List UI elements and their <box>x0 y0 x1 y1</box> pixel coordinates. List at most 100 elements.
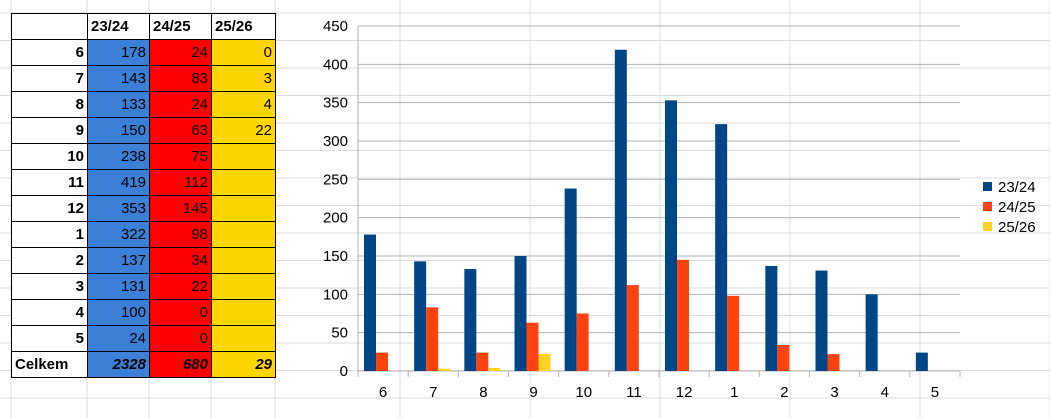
value-cell-25-26[interactable] <box>211 299 276 326</box>
total-cell-24-25[interactable]: 680 <box>149 351 212 378</box>
bar-25-26-8 <box>488 367 501 371</box>
bar-24-25-11 <box>626 285 639 371</box>
total-cell-23-24[interactable]: 2328 <box>87 351 150 378</box>
y-tick-label: 50 <box>331 325 348 342</box>
table-row: 7 143 83 3 <box>11 65 276 92</box>
header-corner-cell[interactable] <box>11 13 88 40</box>
bar-25-26-9 <box>538 354 551 371</box>
value-cell-24-25[interactable]: 145 <box>149 195 212 222</box>
total-row: Celkem 2328 680 29 <box>11 351 276 378</box>
value-cell-23-24[interactable]: 143 <box>87 65 150 92</box>
row-label-cell[interactable]: 9 <box>11 117 88 144</box>
value-cell-24-25[interactable]: 24 <box>149 39 212 66</box>
value-cell-25-26[interactable]: 0 <box>211 39 276 66</box>
x-tick-label: 5 <box>931 384 939 401</box>
row-label-cell[interactable]: 12 <box>11 195 88 222</box>
value-cell-24-25[interactable]: 34 <box>149 247 212 274</box>
value-cell-23-24[interactable]: 322 <box>87 221 150 248</box>
row-label-cell[interactable]: 7 <box>11 65 88 92</box>
value-cell-24-25[interactable]: 0 <box>149 299 212 326</box>
table-row: 8 133 24 4 <box>11 91 276 118</box>
value-cell-24-25[interactable]: 75 <box>149 143 212 170</box>
value-cell-25-26[interactable] <box>211 169 276 196</box>
value-cell-25-26[interactable]: 3 <box>211 65 276 92</box>
column-header-23-24[interactable]: 23/24 <box>87 13 150 40</box>
x-tick-label: 3 <box>830 384 838 401</box>
row-label-cell[interactable]: 2 <box>11 247 88 274</box>
table-row: 6 178 24 0 <box>11 39 276 66</box>
table-row: 4 100 0 <box>11 299 276 326</box>
value-cell-23-24[interactable]: 137 <box>87 247 150 274</box>
value-cell-25-26[interactable] <box>211 143 276 170</box>
bar-24-25-12 <box>677 259 689 371</box>
table-row: 9 150 63 22 <box>11 117 276 144</box>
x-tick-label: 6 <box>379 384 387 401</box>
value-cell-24-25[interactable]: 112 <box>149 169 212 196</box>
bar-24-25-3 <box>827 354 840 371</box>
value-cell-25-26[interactable]: 22 <box>211 117 276 144</box>
value-cell-23-24[interactable]: 353 <box>87 195 150 222</box>
value-cell-25-26[interactable] <box>211 195 276 222</box>
bar-25-26-7 <box>438 368 451 371</box>
value-cell-23-24[interactable]: 131 <box>87 273 150 300</box>
y-tick-label: 300 <box>323 133 348 150</box>
bar-23-24-9 <box>514 256 527 371</box>
column-header-24-25[interactable]: 24/25 <box>149 13 212 40</box>
row-label-cell[interactable]: 1 <box>11 221 88 248</box>
table-row: 12 353 145 <box>11 195 276 222</box>
x-tick-label: 4 <box>881 384 889 401</box>
row-label-cell[interactable]: 4 <box>11 299 88 326</box>
legend-label-24-25: 24/25 <box>998 199 1036 216</box>
row-label-cell[interactable]: 3 <box>11 273 88 300</box>
bar-24-25-7 <box>426 307 439 371</box>
value-cell-24-25[interactable]: 0 <box>149 325 212 352</box>
bar-23-24-10 <box>564 188 577 371</box>
bar-23-24-3 <box>815 270 828 371</box>
row-label-cell[interactable]: 5 <box>11 325 88 352</box>
value-cell-23-24[interactable]: 238 <box>87 143 150 170</box>
value-cell-25-26[interactable] <box>211 325 276 352</box>
y-tick-label: 200 <box>323 210 348 227</box>
y-tick-label: 400 <box>323 56 348 73</box>
x-tick-label: 12 <box>676 384 693 401</box>
y-tick-label: 250 <box>323 171 348 188</box>
value-cell-23-24[interactable]: 133 <box>87 91 150 118</box>
row-label-cell[interactable]: 6 <box>11 39 88 66</box>
table-row: 3 131 22 <box>11 273 276 300</box>
bar-23-24-6 <box>364 234 376 371</box>
bar-23-24-1 <box>715 124 728 371</box>
value-cell-23-24[interactable]: 178 <box>87 39 150 66</box>
bar-24-25-8 <box>476 352 489 371</box>
value-cell-23-24[interactable]: 150 <box>87 117 150 144</box>
row-label-cell[interactable]: 11 <box>11 169 88 196</box>
total-label-cell[interactable]: Celkem <box>11 351 88 378</box>
total-cell-25-26[interactable]: 29 <box>211 351 276 378</box>
value-cell-25-26[interactable] <box>211 273 276 300</box>
legend-swatch-23-24 <box>983 182 992 191</box>
value-cell-25-26[interactable]: 4 <box>211 91 276 118</box>
bar-23-24-8 <box>464 269 477 371</box>
value-cell-23-24[interactable]: 100 <box>87 299 150 326</box>
value-cell-23-24[interactable]: 24 <box>87 325 150 352</box>
bar-24-25-1 <box>727 295 740 371</box>
legend-swatch-25-26 <box>983 222 992 231</box>
row-label-cell[interactable]: 8 <box>11 91 88 118</box>
value-cell-24-25[interactable]: 63 <box>149 117 212 144</box>
value-cell-24-25[interactable]: 24 <box>149 91 212 118</box>
value-cell-24-25[interactable]: 22 <box>149 273 212 300</box>
table-row: 5 24 0 <box>11 325 276 352</box>
value-cell-24-25[interactable]: 98 <box>149 221 212 248</box>
x-tick-label: 1 <box>730 384 738 401</box>
row-label-cell[interactable]: 10 <box>11 143 88 170</box>
y-tick-label: 450 <box>323 18 348 35</box>
column-header-25-26[interactable]: 25/26 <box>211 13 276 40</box>
value-cell-25-26[interactable] <box>211 221 276 248</box>
x-tick-label: 11 <box>626 384 642 401</box>
bar-23-24-4 <box>865 294 878 371</box>
value-cell-23-24[interactable]: 419 <box>87 169 150 196</box>
value-cell-25-26[interactable] <box>211 247 276 274</box>
value-cell-24-25[interactable]: 83 <box>149 65 212 92</box>
bar-24-25-2 <box>777 344 790 371</box>
y-tick-label: 350 <box>323 95 348 112</box>
bar-23-24-12 <box>665 100 677 371</box>
